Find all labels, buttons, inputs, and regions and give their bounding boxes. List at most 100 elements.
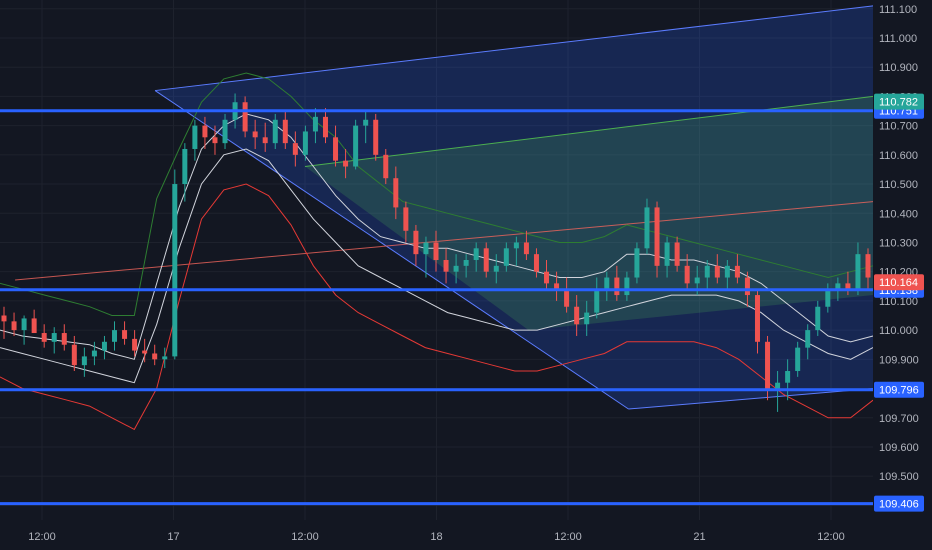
level-badge-bg — [874, 381, 924, 398]
candle-body — [765, 341, 771, 389]
candle-body — [312, 116, 318, 132]
x-tick-label: 12:00 — [554, 531, 582, 543]
candle-body — [634, 248, 640, 278]
candle-body — [383, 154, 389, 179]
candle-body — [272, 119, 278, 144]
candle-body — [463, 260, 469, 266]
candle-body — [343, 160, 349, 167]
channel-green-line — [304, 95, 874, 168]
band-green-upper — [0, 72, 874, 316]
time-axis[interactable] — [0, 520, 932, 550]
candle-body — [815, 306, 821, 331]
candle-body — [654, 207, 660, 266]
candle-body — [21, 318, 27, 331]
price-badges: 110.751110.138109.796109.406110.782110.1… — [874, 93, 924, 512]
candle-body — [453, 265, 459, 272]
candle-body — [724, 265, 730, 278]
time-axis-labels: 12:00 17 12:00 18 12:00 21 12:00 — [28, 531, 845, 543]
candle-body — [333, 137, 339, 161]
candle-body — [423, 242, 429, 255]
x-tick-label: 12:00 — [291, 531, 319, 543]
candle-body — [714, 265, 720, 278]
candle-body — [112, 330, 118, 342]
candle-body — [262, 137, 268, 144]
candle-body — [544, 271, 550, 284]
candle-body — [202, 125, 208, 138]
candle-body — [483, 248, 489, 272]
level-badge-label: 109.796 — [879, 385, 919, 397]
candle-body — [162, 356, 168, 360]
candle-body — [584, 312, 590, 325]
x-tick-label: 18 — [430, 531, 442, 543]
candle-body — [1, 315, 7, 322]
candle-body — [51, 333, 57, 342]
candle-body — [41, 333, 47, 342]
candle-body — [473, 248, 479, 260]
price-axis-labels: 111.100111.000110.900110.800110.700110.6… — [879, 4, 919, 513]
candle-body — [674, 242, 680, 266]
x-tick-label: 21 — [693, 531, 705, 543]
candle-body — [31, 318, 37, 334]
candle-body — [61, 333, 67, 345]
candlesticks — [1, 93, 871, 412]
candle-body — [775, 382, 781, 389]
x-tick-label: 12:00 — [28, 531, 56, 543]
channel-inner-fill — [305, 96, 874, 331]
candle-body — [845, 283, 851, 290]
candle-body — [785, 371, 791, 383]
y-tick-label: 110.400 — [879, 208, 918, 220]
candle-body — [302, 131, 308, 155]
x-tick-label: 17 — [167, 531, 179, 543]
channel-fill — [155, 5, 874, 409]
channel-upper-line — [155, 5, 874, 92]
candle-body — [192, 125, 198, 149]
candle-body — [644, 207, 650, 249]
candle-body — [564, 289, 570, 307]
candle-body — [252, 131, 258, 138]
candle-body — [403, 207, 409, 231]
candle-body — [574, 306, 580, 325]
candle-body — [353, 125, 359, 167]
y-tick-label: 110.600 — [879, 150, 918, 162]
price-axis[interactable] — [873, 0, 932, 520]
y-tick-label: 109.500 — [879, 471, 919, 483]
candle-body — [292, 143, 298, 155]
candle-body — [393, 178, 399, 208]
candle-body — [503, 248, 509, 266]
candle-body — [624, 277, 630, 296]
candle-body — [71, 344, 77, 366]
y-tick-label: 110.900 — [879, 62, 918, 74]
candle-body — [363, 119, 369, 126]
candle-body — [182, 148, 188, 185]
candle-body — [835, 283, 841, 290]
candle-body — [825, 289, 831, 307]
y-tick-label: 109.700 — [879, 413, 919, 425]
candle-body — [152, 353, 158, 360]
candle-body — [533, 254, 539, 272]
candle-body — [865, 254, 871, 278]
candle-body — [242, 102, 248, 132]
candle-body — [212, 137, 218, 144]
candle-body — [11, 321, 17, 331]
y-tick-label: 111.100 — [879, 4, 917, 16]
candle-body — [122, 330, 128, 339]
horizontal-levels[interactable] — [0, 109, 873, 506]
y-tick-label: 110.500 — [879, 179, 918, 191]
candle-body — [694, 277, 700, 284]
candle-body — [594, 289, 600, 313]
candle-body — [805, 330, 811, 348]
candle-body — [554, 283, 560, 290]
price-badge-label: 110.164 — [879, 277, 918, 289]
candle-body — [373, 119, 379, 155]
candle-body — [795, 347, 801, 372]
band-white-lower — [0, 148, 874, 384]
x-tick-label: 12:00 — [817, 531, 845, 543]
y-tick-label: 110.300 — [879, 237, 918, 249]
candle-body — [101, 341, 107, 351]
candle-body — [413, 230, 419, 255]
y-tick-label: 110.100 — [879, 296, 918, 308]
candle-body — [142, 350, 148, 354]
candle-body — [664, 242, 670, 266]
candle-body — [433, 242, 439, 260]
